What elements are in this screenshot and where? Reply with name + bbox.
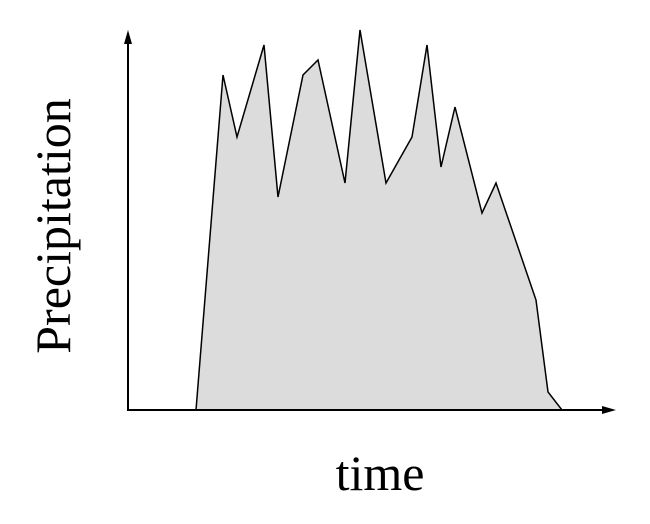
y-axis-arrow (124, 30, 132, 44)
x-axis-arrow (602, 406, 616, 414)
x-axis-label: time (336, 445, 425, 501)
y-axis-label: Precipitation (25, 98, 81, 354)
area (195, 29, 564, 411)
